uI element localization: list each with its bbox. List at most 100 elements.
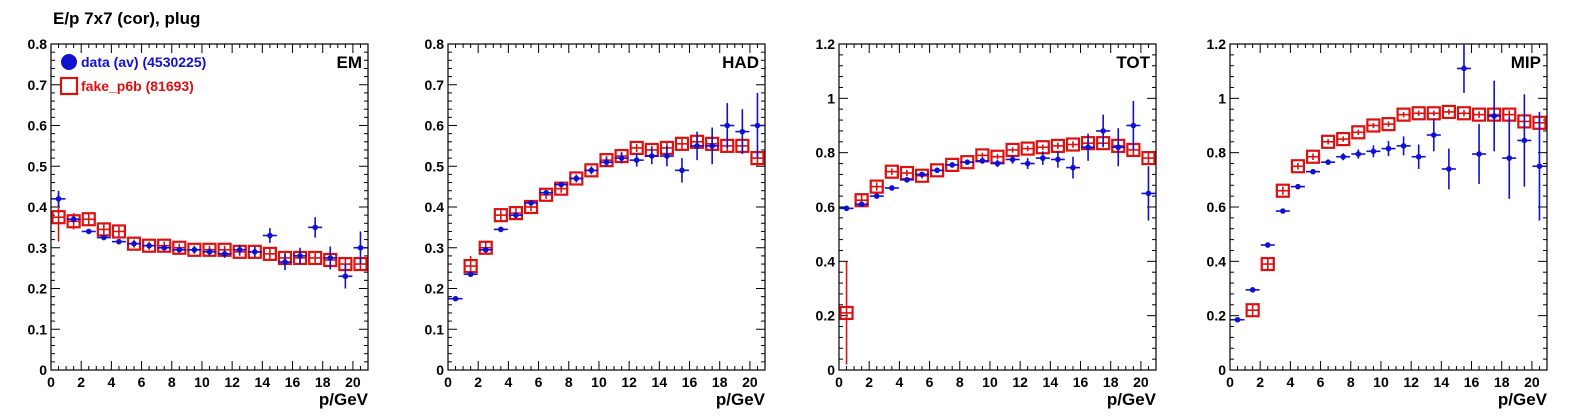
x-tick-label: 4 [504, 374, 512, 390]
y-tick-label: 1.2 [1207, 36, 1227, 52]
mc-point [1321, 134, 1336, 149]
mc-point [839, 305, 854, 321]
panel-label: MIP [1511, 53, 1541, 72]
x-tick-label: 18 [315, 374, 331, 390]
series-data [51, 190, 368, 289]
data-point [1055, 156, 1061, 163]
data-point [934, 167, 940, 174]
mc-point [493, 208, 508, 223]
x-tick-label: 8 [956, 374, 964, 390]
data-point [1234, 316, 1241, 323]
data-point [206, 249, 213, 255]
panel-tot: 0 2 4 6 8 10 12 14 16 18 20 0 0.2 0.4 0.6 0.8 1 1.2 p/GeV T… [816, 36, 1157, 409]
panel-label: EM [337, 53, 363, 72]
data-point [327, 255, 334, 261]
y-tick-label: 0.4 [425, 199, 445, 215]
y-tick-label: 0 [1218, 362, 1226, 378]
data-point [467, 271, 474, 278]
mc-point [81, 212, 96, 227]
x-tick-label: 20 [345, 374, 361, 390]
x-tick-label: 10 [982, 374, 998, 390]
x-tick-label: 8 [1347, 374, 1355, 390]
y-tick-label: 1 [1218, 90, 1226, 106]
mc-point [1336, 131, 1351, 147]
mc-point [1351, 125, 1366, 140]
y-tick-label: 0.5 [425, 158, 445, 174]
x-tick-label: 12 [1012, 374, 1028, 390]
data-point [858, 201, 865, 208]
x-tick-label: 10 [591, 374, 607, 390]
data-point [1370, 148, 1377, 155]
mc-point [884, 164, 899, 179]
x-tick-label: 12 [621, 374, 637, 390]
y-tick-label: 0.4 [1207, 253, 1227, 269]
x-tick-label: 20 [1524, 374, 1540, 390]
data-point [312, 224, 318, 231]
x-tick-label: 2 [1256, 374, 1264, 390]
panel-label: TOT [1116, 53, 1150, 72]
data-point [85, 228, 92, 235]
mc-point [1396, 107, 1411, 122]
data-point [1446, 166, 1452, 172]
data-point [754, 122, 761, 129]
x-tick-label: 20 [1133, 374, 1149, 390]
data-point [558, 181, 565, 188]
x-tick-label: 18 [1494, 374, 1510, 390]
plot-area [1230, 44, 1547, 323]
data-point [648, 153, 655, 159]
y-tick-label: 0.8 [28, 36, 48, 52]
y-tick-label: 0 [827, 362, 835, 378]
data-point [101, 234, 107, 241]
x-tick-label: 12 [224, 374, 240, 390]
mc-point [172, 240, 187, 255]
data-point [1415, 153, 1422, 160]
legend-mc-label: fake_p6b (81693) [81, 78, 194, 94]
data-point [1085, 144, 1091, 151]
data-point [979, 158, 986, 164]
x-tick-label: 6 [926, 374, 934, 390]
data-point [342, 273, 349, 280]
panel-label: HAD [722, 53, 759, 72]
legend-data-marker [61, 54, 77, 70]
x-tick-label: 16 [285, 374, 301, 390]
panel-had: 0 2 4 6 8 10 12 14 16 18 20 0 0.1 0.2 0.3 0.4 0.5 0.6 0.7 0… [425, 36, 766, 409]
legend: data (av) (4530225) fake_p6b (81693) [59, 54, 206, 96]
data-point [679, 167, 685, 174]
mc-point [1260, 256, 1275, 272]
data-point [919, 171, 925, 178]
y-tick-label: 0.2 [425, 281, 445, 297]
mc-point [478, 240, 493, 255]
x-tick-label: 6 [535, 374, 543, 390]
data-point [131, 240, 137, 247]
mc-point [1411, 106, 1426, 121]
data-point [603, 159, 610, 165]
figure-title: E/p 7x7 (cor), plug [53, 9, 201, 28]
data-point [297, 253, 303, 259]
x-tick-label: 4 [1286, 374, 1294, 390]
x-tick-label: 6 [1317, 374, 1325, 390]
data-point [1340, 153, 1347, 160]
data-point [1385, 145, 1392, 152]
data-point [709, 143, 715, 149]
x-tick-label: 14 [1043, 374, 1059, 390]
x-tick-label: 6 [138, 374, 146, 390]
data-point [1145, 190, 1152, 197]
x-tick-label: 16 [1073, 374, 1089, 390]
data-point [498, 226, 504, 233]
data-point [282, 259, 288, 265]
data-point [221, 251, 228, 257]
y-tick-label: 0.3 [425, 240, 445, 256]
mc-point [157, 238, 172, 253]
x-axis-title: p/GeV [319, 390, 369, 409]
legend-data-label: data (av) (4530225) [81, 54, 206, 70]
x-tick-label: 20 [742, 374, 758, 390]
x-tick-label: 0 [835, 374, 843, 390]
mc-point [869, 179, 884, 194]
data-point [1491, 113, 1497, 119]
y-tick-label: 0 [39, 362, 47, 378]
plot-area [448, 92, 765, 302]
data-point [1024, 160, 1031, 167]
x-tick-label: 16 [682, 374, 698, 390]
y-tick-label: 1 [827, 90, 835, 106]
data-point [70, 216, 77, 223]
